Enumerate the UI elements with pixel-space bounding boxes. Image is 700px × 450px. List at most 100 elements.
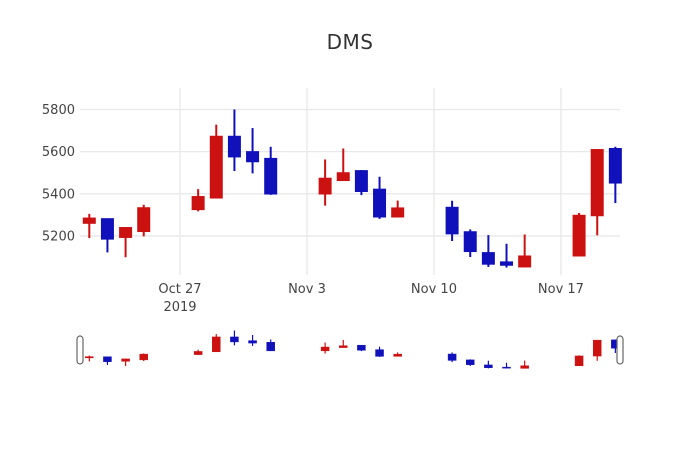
candle-2019-11-04[interactable] (318, 159, 332, 206)
rangeslider-candle-body (339, 345, 348, 348)
candle-body (608, 147, 622, 184)
rangeslider-candle-2019-11-14 (502, 362, 511, 369)
rangeslider-candle-body (85, 356, 94, 359)
candle-body (227, 135, 241, 158)
candle-2019-11-20[interactable] (608, 146, 622, 204)
x-axis: Oct 27 2019 Nov 3 Nov 10 Nov 17 (158, 282, 584, 315)
candle-body (264, 157, 278, 195)
rangeslider-candle-2019-10-24 (121, 358, 130, 367)
rangeslider-candle-2019-11-12 (465, 359, 475, 366)
rangeslider-candle-2019-10-30 (230, 330, 239, 346)
candle-body (209, 135, 223, 199)
rangeslider-candle-body (121, 358, 130, 362)
candle-body (373, 188, 387, 218)
candle-body (481, 252, 495, 265)
candle-body (572, 214, 586, 257)
candle-body (318, 177, 332, 195)
candle-2019-10-31[interactable] (246, 128, 260, 174)
rangeslider-candle-2019-10-25 (139, 353, 148, 362)
rangeslider-candle-body (520, 365, 529, 369)
candle-body (82, 217, 96, 224)
rangeslider[interactable] (76, 329, 624, 370)
rangeslider-candle-2019-11-18 (574, 355, 584, 366)
candle-2019-11-08[interactable] (391, 200, 405, 218)
rangeslider-right-handle[interactable] (616, 335, 624, 365)
candle-2019-10-29[interactable] (209, 124, 223, 199)
rangeslider-candle-2019-10-31 (248, 334, 257, 346)
rangeslider-candle-body (447, 353, 457, 361)
candle-body (518, 255, 532, 268)
candle-2019-11-06[interactable] (354, 169, 368, 196)
candle-body (590, 149, 604, 217)
chart-title: DMS (326, 30, 374, 54)
rangeslider-candle-body (266, 342, 275, 352)
rangeslider-candle-body (212, 336, 221, 353)
rangeslider-candle-2019-11-01 (266, 339, 275, 352)
rangeslider-candle-2019-11-05 (339, 339, 348, 348)
candle-2019-11-12[interactable] (463, 229, 477, 258)
candle-body (100, 218, 114, 240)
rangeslider-candle-body (574, 355, 584, 366)
rangeslider-candle-body (139, 353, 148, 361)
x-tick-label: Nov 10 (411, 282, 457, 297)
candle-body (191, 196, 205, 211)
candle-body (336, 172, 350, 182)
rangeslider-candle-2019-11-19 (592, 339, 602, 361)
x-tick-sublabel: 2019 (163, 300, 196, 315)
x-tick-label: Oct 27 (158, 282, 201, 297)
candle-2019-10-30[interactable] (227, 109, 241, 172)
candle-2019-11-14[interactable] (500, 243, 514, 268)
rangeslider-candle-body (230, 336, 239, 343)
rangeslider-candle-2019-11-08 (393, 352, 402, 357)
candle-2019-10-25[interactable] (137, 204, 151, 237)
rangeslider-candle-2019-10-29 (212, 334, 221, 353)
rangeslider-candle-2019-11-04 (320, 342, 330, 354)
rangeslider-candle-2019-10-22 (85, 355, 94, 362)
y-tick-label: 5200 (42, 229, 75, 244)
rangeslider-candle-body (193, 351, 203, 355)
rangeslider-candle-2019-11-15 (520, 360, 529, 369)
candle-2019-10-23[interactable] (100, 218, 114, 253)
rangeslider-candle-body (592, 339, 602, 357)
candle-body (354, 170, 368, 192)
y-tick-label: 5400 (42, 187, 75, 202)
candle-2019-10-24[interactable] (119, 227, 133, 258)
rangeslider-candle-2019-11-13 (484, 360, 493, 369)
candle-2019-11-15[interactable] (518, 234, 532, 268)
candle-body (463, 231, 477, 253)
candle-body (500, 261, 514, 266)
y-tick-label: 5600 (42, 145, 75, 160)
candle-2019-11-07[interactable] (373, 176, 387, 219)
candle-body (445, 206, 459, 235)
candle-2019-10-22[interactable] (82, 213, 96, 239)
rangeslider-candle-body (248, 340, 257, 344)
rangeslider-candle-body (320, 346, 330, 352)
rangeslider-candle-body (375, 349, 384, 357)
candle-body (246, 151, 260, 163)
rangeslider-candle-2019-11-11 (447, 352, 457, 363)
y-axis: 5200 5400 5600 5800 (42, 103, 75, 244)
rangeslider-candle-2019-10-23 (103, 356, 112, 365)
rangeslider-candle-body (502, 366, 511, 369)
rangeslider-left-handle[interactable] (76, 335, 84, 365)
candle-body (137, 207, 151, 233)
rangeslider-candle-body (484, 364, 493, 368)
rangeslider-track[interactable] (80, 329, 620, 370)
candle-body (119, 227, 133, 238)
rangeslider-candle-2019-11-06 (357, 344, 366, 352)
candle-2019-11-18[interactable] (572, 212, 586, 257)
candle-2019-11-05[interactable] (336, 148, 350, 182)
candle-body (391, 207, 405, 218)
candle-2019-11-13[interactable] (481, 235, 495, 267)
candle-2019-11-19[interactable] (590, 149, 604, 236)
candles (82, 109, 622, 268)
x-tick-label: Nov 17 (538, 282, 584, 297)
rangeslider-candle-body (393, 353, 402, 357)
rangeslider-candle-body (103, 356, 112, 362)
candle-2019-11-01[interactable] (264, 146, 278, 195)
candle-2019-11-11[interactable] (445, 200, 459, 242)
gridlines (80, 88, 620, 275)
candle-2019-10-28[interactable] (191, 189, 205, 212)
